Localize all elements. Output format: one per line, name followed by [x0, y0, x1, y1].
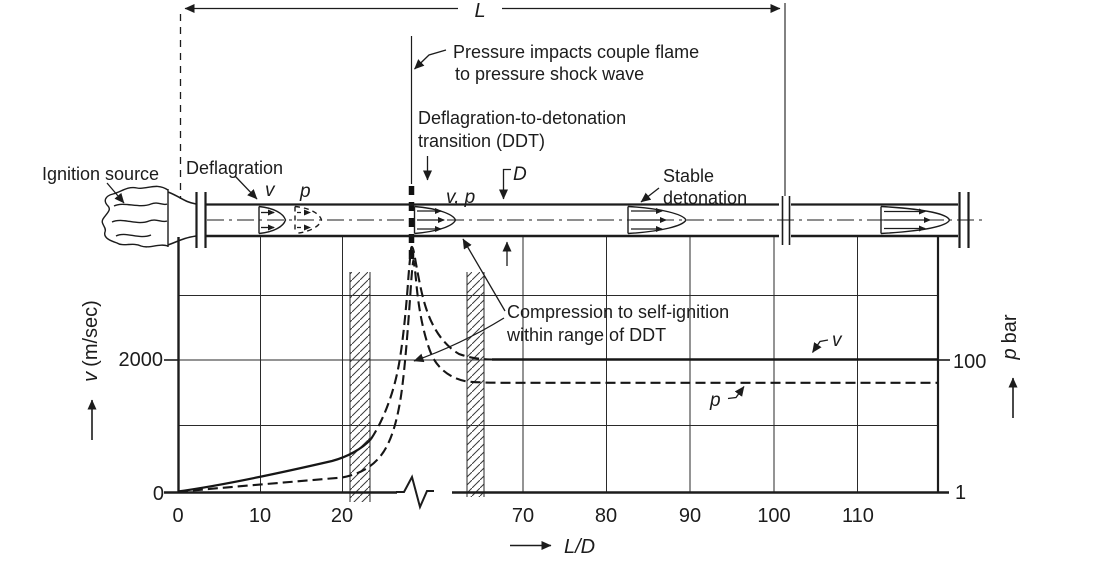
ignition-leader-arrow: [106, 182, 125, 204]
compression-note-line2: within range of DDT: [506, 325, 666, 345]
ddt-note-line1: Deflagration-to-detonation: [418, 108, 626, 128]
x-tick-0: 0: [172, 505, 183, 527]
velocity-profile-stable-detonation: [627, 205, 687, 235]
y-left-axis-title: v(m/sec): [80, 300, 102, 382]
curve-v-label: v: [832, 330, 843, 351]
compression-note-line1: Compression to self-ignition: [507, 302, 729, 322]
diameter-dimension: [499, 168, 512, 266]
velocity-profile-ddt: [413, 205, 457, 235]
chart-grid: [178, 237, 938, 492]
curve-p-leader-arrow: [727, 386, 745, 400]
tube: [195, 192, 985, 248]
y-left-tick-2000: 2000: [119, 349, 164, 371]
length-dimension: [179, 3, 786, 199]
y-right-tick-100: 100: [953, 351, 986, 373]
x-tick-70: 70: [512, 505, 534, 527]
vp-profile-label: v, p: [446, 187, 475, 208]
x-tick-110: 110: [842, 505, 874, 527]
pressure-note-line1: Pressure impacts couple flame: [453, 42, 699, 62]
diameter-label: D: [513, 164, 527, 185]
ddt-range-band-1: [349, 272, 371, 502]
pressure-note-line2: to pressure shock wave: [455, 64, 644, 84]
ddt-range-band-2: [466, 272, 485, 497]
y-left-tick-0: 0: [153, 483, 164, 505]
x-axis-title: L/D: [564, 536, 595, 558]
axis-break-squiggle: [396, 474, 434, 511]
x-tick-100: 100: [757, 505, 790, 527]
chart-frame: [164, 237, 950, 511]
stable-detonation-line1: Stable: [663, 166, 714, 186]
velocity-profile-deflagration-p: [294, 205, 323, 235]
compression-leader-arrow-down: [413, 317, 505, 363]
x-tick-90: 90: [679, 505, 701, 527]
curve-v: [177, 245, 938, 493]
y-right-axis-title: pbar: [999, 314, 1021, 360]
deflagration-label: Deflagration: [186, 158, 283, 178]
velocity-profile-right-end: [880, 205, 951, 235]
curve-p-label: p: [709, 390, 721, 411]
velocity-profile-deflagration-v: [258, 205, 287, 235]
flame-icon: [101, 185, 169, 248]
tube-nozzle: [167, 191, 197, 246]
stable-detonation-line2: detonation: [663, 188, 747, 208]
ddt-note-line2: transition (DDT): [418, 131, 545, 151]
deflagration-leader-arrow: [234, 175, 258, 200]
v-profile-label: v: [265, 180, 276, 201]
p-profile-label: p: [299, 181, 311, 202]
x-tick-10: 10: [249, 505, 271, 527]
x-tick-20: 20: [331, 505, 353, 527]
pressure-note-leader-arrow: [414, 49, 447, 70]
length-dim-label: L: [474, 0, 485, 22]
ignition-source-label: Ignition source: [42, 164, 159, 184]
compression-leader-arrow-up: [462, 238, 506, 312]
annotation-leaders: [106, 49, 829, 400]
stable-detonation-leader-arrow: [640, 187, 660, 203]
y-right-tick-1: 1: [955, 482, 966, 504]
curve-p: [177, 258, 938, 493]
x-tick-80: 80: [595, 505, 617, 527]
curve-v-leader-arrow: [811, 339, 829, 353]
axis-arrows: [87, 377, 1018, 550]
